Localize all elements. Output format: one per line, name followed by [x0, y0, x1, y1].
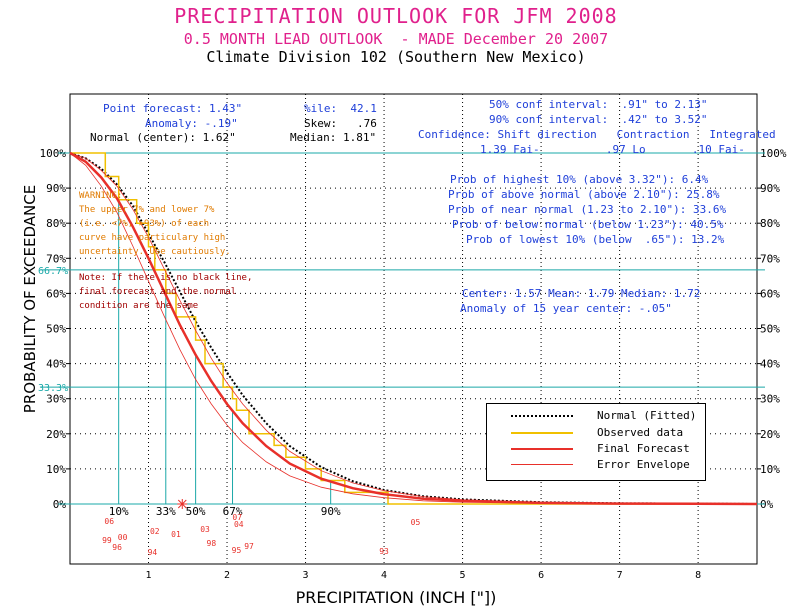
y-tick-label-left: 20%	[46, 428, 66, 441]
anomaly: Anomaly: -.19"	[145, 118, 238, 129]
center-mean-median: Center: 1.57 Mean: 1.79 Median: 1.72	[462, 288, 700, 299]
y-tick-label-right: 90%	[760, 182, 780, 195]
y-tick-label-right: 60%	[760, 287, 780, 300]
prob-below-normal: Prob of below normal (below 1.23"): 40.5…	[452, 219, 724, 230]
warning-line-2: The upper 7% and lower 7%	[79, 206, 214, 215]
anomaly-15-year: Anomaly of 15 year center: -.05"	[460, 303, 672, 314]
prob-highest-10: Prob of highest 10% (above 3.32"): 6.4%	[450, 174, 708, 185]
y-tick-label-right: 70%	[760, 252, 780, 265]
confidence-header: Confidence: Shift direction Contraction …	[418, 129, 776, 140]
year-label: 04	[234, 520, 244, 529]
year-label: 98	[207, 539, 217, 548]
note-line-1: Note: If there is no black line,	[79, 274, 252, 283]
skew: Skew: .76	[304, 118, 377, 129]
year-label: 01	[171, 530, 181, 539]
legend-final-label: Final Forecast	[597, 443, 690, 454]
legend-envelope-swatch	[511, 464, 573, 465]
y-tick-label-right: 80%	[760, 217, 780, 230]
y-tick-label-left: 50%	[46, 323, 66, 336]
year-label: 96	[112, 543, 122, 552]
y-tick-label-right: 40%	[760, 358, 780, 371]
warning-line-3: (i.e. <7%, >93%) of each	[79, 220, 209, 229]
legend-normal-label: Normal (Fitted)	[597, 410, 696, 421]
x-tick-label: 8	[695, 570, 701, 581]
year-label: 95	[232, 546, 242, 555]
year-label: 94	[148, 548, 158, 557]
legend-final-swatch	[511, 448, 573, 450]
percentile-marker-label: 50%	[186, 505, 206, 518]
year-label: 06	[104, 517, 114, 526]
prob-lowest-10: Prob of lowest 10% (below .65"): 13.2%	[466, 234, 724, 245]
y-tick-label-right: 10%	[760, 463, 780, 476]
y-tick-label-left: 80%	[46, 217, 66, 230]
cyan-level-label: 33.3%	[38, 383, 68, 394]
percentile-marker-label: 90%	[321, 505, 341, 518]
warning-line-1: WARNING:	[79, 192, 122, 201]
note-line-2: final forecast and the normal	[79, 288, 236, 297]
year-label: 03	[200, 525, 210, 534]
year-label: 99	[102, 536, 112, 545]
cyan-level-label: 66.7%	[38, 266, 68, 277]
point-forecast: Point forecast: 1.43"	[103, 103, 242, 114]
conf-50: 50% conf interval: .91" to 2.13"	[489, 99, 708, 110]
x-tick-label: 6	[538, 570, 544, 581]
legend-observed-label: Observed data	[597, 427, 683, 438]
conf-90: 90% conf interval: .42" to 3.52"	[489, 114, 708, 125]
prob-above-normal: Prob of above normal (above 2.10"): 25.8…	[448, 189, 720, 200]
x-tick-label: 1	[145, 570, 151, 581]
y-tick-label-left: 90%	[46, 182, 66, 195]
y-tick-label-left: 10%	[46, 463, 66, 476]
legend-observed-swatch	[511, 432, 573, 434]
y-tick-label-right: 30%	[760, 393, 780, 406]
normal-center: Normal (center): 1.62"	[90, 132, 236, 143]
prob-near-normal: Prob of near normal (1.23 to 2.10"): 33.…	[448, 204, 726, 215]
y-tick-label-left: 30%	[46, 393, 66, 406]
x-tick-label: 4	[381, 570, 387, 581]
x-tick-label: 3	[303, 570, 309, 581]
legend-normal-swatch	[511, 415, 573, 417]
y-tick-label-left: 60%	[46, 287, 66, 300]
y-tick-label-right: 50%	[760, 323, 780, 336]
warning-line-4: curve have particulary high	[79, 234, 225, 243]
year-label: 93	[379, 547, 389, 556]
y-tick-label-right: 20%	[760, 428, 780, 441]
confidence-values: 1.39 Fai- .97 Lo .10 Fai-	[480, 144, 745, 155]
x-tick-label: 2	[224, 570, 230, 581]
y-tick-label-left: 40%	[46, 358, 66, 371]
note-line-3: condition are the same	[79, 302, 198, 311]
percentile-marker-label: 33%	[156, 505, 176, 518]
point-forecast-marker	[177, 499, 187, 509]
warning-line-5: uncertainty. Use cautiously.	[79, 248, 231, 257]
year-label: 97	[244, 542, 254, 551]
year-label: 05	[411, 518, 421, 527]
median: Median: 1.81"	[290, 132, 376, 143]
y-tick-label-left: 70%	[46, 252, 66, 265]
plot-frame	[70, 94, 757, 564]
legend: Normal (Fitted) Observed data Final Fore…	[486, 403, 706, 481]
x-tick-label: 7	[617, 570, 623, 581]
legend-envelope-label: Error Envelope	[597, 459, 690, 470]
year-label: 02	[150, 527, 160, 536]
x-tick-label: 5	[460, 570, 466, 581]
year-label: 00	[118, 533, 128, 542]
percentile: %ile: 42.1	[304, 103, 377, 114]
